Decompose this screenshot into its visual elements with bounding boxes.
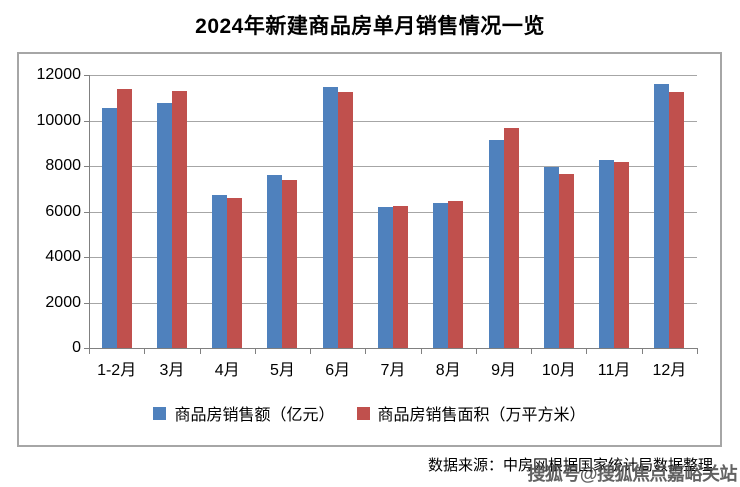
- y-tick-label: 2000: [45, 293, 81, 311]
- y-axis-tick: [84, 166, 89, 167]
- legend-item: 商品房销售面积（万平方米）: [356, 401, 586, 425]
- bar-sales-amount: [488, 139, 504, 348]
- bar-sales-amount: [543, 166, 559, 348]
- bar-sales-area: [116, 89, 132, 348]
- legend-label: 商品房销售额（亿元）: [174, 407, 335, 424]
- bar-sales-amount: [101, 107, 117, 348]
- x-tick-label: 10月: [541, 362, 576, 379]
- bar-sales-area: [558, 174, 574, 348]
- y-tick-label: 4000: [45, 248, 81, 265]
- legend-item: 商品房销售额（亿元）: [153, 401, 335, 425]
- y-tick-label: 0: [72, 339, 81, 356]
- bar-sales-area: [503, 127, 519, 348]
- bar-sales-area: [227, 198, 243, 348]
- y-axis-tick: [84, 348, 89, 349]
- bar-group: [200, 75, 255, 348]
- x-tick-label: 3月: [159, 362, 185, 379]
- x-axis-tick: [641, 349, 643, 354]
- x-tick-label: 12月: [652, 362, 687, 379]
- bar-sales-area: [337, 91, 353, 348]
- bar-sales-amount: [212, 195, 228, 348]
- x-axis-tick: [144, 349, 146, 354]
- bar-group: [255, 75, 310, 348]
- x-axis-tick: [310, 349, 312, 354]
- bar-sales-area: [392, 206, 408, 348]
- y-axis-line: [89, 75, 90, 349]
- gridline: [89, 75, 697, 76]
- bar-sales-area: [669, 91, 685, 348]
- x-axis-tick: [254, 349, 256, 354]
- y-axis-tick: [84, 302, 89, 304]
- bar-sales-amount: [267, 175, 283, 348]
- bar-group: [421, 75, 476, 348]
- y-tick-label: 10000: [36, 111, 82, 129]
- bar-sales-amount: [322, 87, 338, 348]
- x-axis-tick: [89, 349, 90, 354]
- x-tick-label: 8月: [435, 362, 461, 379]
- bar-group: [144, 75, 199, 348]
- x-tick-label: 4月: [214, 362, 240, 379]
- legend-swatch: [153, 406, 167, 420]
- y-tick-label: 6000: [45, 202, 81, 220]
- bar-group: [642, 75, 697, 348]
- data-source-text: 数据来源：中房网根据国家统计局数据整理: [427, 457, 713, 474]
- legend-swatch: [356, 406, 370, 420]
- bar-sales-amount: [654, 83, 670, 348]
- gridline: [89, 166, 697, 167]
- y-tick-label: 8000: [45, 157, 81, 174]
- y-tick-label: 12000: [36, 66, 82, 83]
- y-axis-tick: [84, 75, 89, 76]
- bar-group: [586, 75, 641, 348]
- bar-group: [476, 75, 531, 348]
- x-tick-label: 5月: [269, 362, 295, 379]
- gridline: [89, 120, 697, 122]
- x-tick-label: 7月: [380, 362, 406, 379]
- bar-sales-area: [282, 179, 298, 348]
- x-axis-tick: [697, 349, 698, 354]
- x-axis-tick: [475, 349, 477, 354]
- bar-sales-area: [614, 161, 630, 348]
- bar-sales-area: [448, 201, 464, 348]
- x-tick-label: 6月: [325, 362, 351, 379]
- x-axis-tick: [365, 349, 367, 354]
- bar-sales-amount: [599, 159, 615, 348]
- bar-group: [310, 75, 365, 348]
- plot-area: [89, 75, 697, 348]
- watermark-text: 搜狐号@搜狐焦点嘉峪关站: [527, 464, 737, 484]
- y-axis-tick: [84, 257, 89, 258]
- bar-group: [365, 75, 420, 348]
- x-axis-tick: [420, 349, 422, 354]
- bar-sales-amount: [377, 207, 393, 348]
- x-axis-tick: [531, 349, 533, 354]
- y-axis-tick: [84, 120, 89, 122]
- x-tick-label: 11月: [597, 362, 631, 379]
- chart-container: 商品房销售额（亿元） 商品房销售面积（万平方米） 0 2000 4000 6000 800…: [17, 52, 722, 447]
- x-axis-tick: [586, 349, 588, 354]
- y-axis-tick: [84, 211, 89, 213]
- legend-label: 商品房销售面积（万平方米）: [377, 407, 586, 424]
- x-axis-line: [89, 348, 698, 349]
- bar-group: [531, 75, 586, 348]
- bar-sales-area: [171, 90, 187, 348]
- x-axis-tick: [199, 349, 201, 354]
- bar-group: [89, 75, 144, 348]
- bar-sales-amount: [433, 202, 449, 348]
- legend: 商品房销售额（亿元） 商品房销售面积（万平方米）: [19, 401, 720, 425]
- chart-title: 2024年新建商品房单月销售情况一览: [195, 15, 545, 38]
- x-tick-label: 1-2月: [97, 362, 137, 379]
- bar-sales-amount: [156, 102, 172, 348]
- x-tick-label: 9月: [491, 362, 516, 379]
